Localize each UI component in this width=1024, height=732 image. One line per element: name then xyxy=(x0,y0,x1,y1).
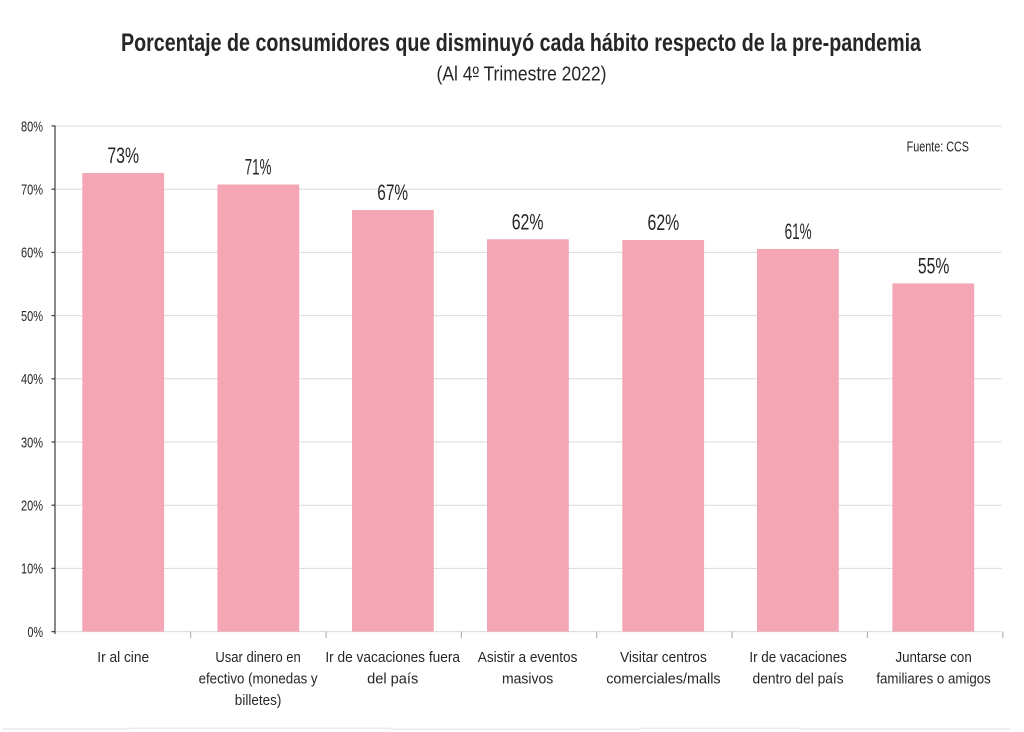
svg-text:Usar dinero en: Usar dinero en xyxy=(215,649,300,666)
svg-text:55%: 55% xyxy=(918,253,950,278)
svg-text:familiares o amigos: familiares o amigos xyxy=(876,671,991,688)
svg-text:efectivo (monedas y: efectivo (monedas y xyxy=(199,671,318,688)
svg-text:billetes): billetes) xyxy=(235,692,282,709)
svg-text:Porcentaje de consumidores que: Porcentaje de consumidores que disminuyó… xyxy=(121,29,922,57)
svg-text:Fuente: CCS: Fuente: CCS xyxy=(907,138,969,155)
svg-text:61%: 61% xyxy=(785,219,812,244)
svg-text:62%: 62% xyxy=(512,209,544,234)
svg-text:del país: del país xyxy=(367,671,419,688)
svg-text:(Al 4º Trimestre 2022): (Al 4º Trimestre 2022) xyxy=(437,64,607,86)
svg-text:Visitar centros: Visitar centros xyxy=(620,649,707,666)
svg-text:masivos: masivos xyxy=(502,671,554,688)
svg-text:60%: 60% xyxy=(21,245,43,262)
svg-text:62%: 62% xyxy=(648,210,680,235)
svg-text:comerciales/malls: comerciales/malls xyxy=(606,671,721,688)
svg-text:80%: 80% xyxy=(21,118,43,135)
svg-text:71%: 71% xyxy=(245,155,272,180)
svg-text:70%: 70% xyxy=(21,182,43,199)
svg-text:73%: 73% xyxy=(107,143,139,168)
svg-text:Ir de vacaciones fuera: Ir de vacaciones fuera xyxy=(325,649,460,666)
svg-text:Ir al cine: Ir al cine xyxy=(97,649,149,666)
svg-text:Asistir a eventos: Asistir a eventos xyxy=(478,649,578,666)
svg-text:Juntarse con: Juntarse con xyxy=(895,649,971,666)
svg-text:0%: 0% xyxy=(28,624,44,641)
svg-text:dentro del país: dentro del país xyxy=(753,671,844,688)
svg-text:30%: 30% xyxy=(21,434,43,451)
svg-text:50%: 50% xyxy=(21,308,43,325)
svg-text:Ir de vacaciones: Ir de vacaciones xyxy=(749,649,847,666)
svg-text:10%: 10% xyxy=(21,561,43,578)
svg-text:40%: 40% xyxy=(21,371,43,388)
svg-text:67%: 67% xyxy=(377,180,408,205)
svg-text:20%: 20% xyxy=(21,498,43,515)
